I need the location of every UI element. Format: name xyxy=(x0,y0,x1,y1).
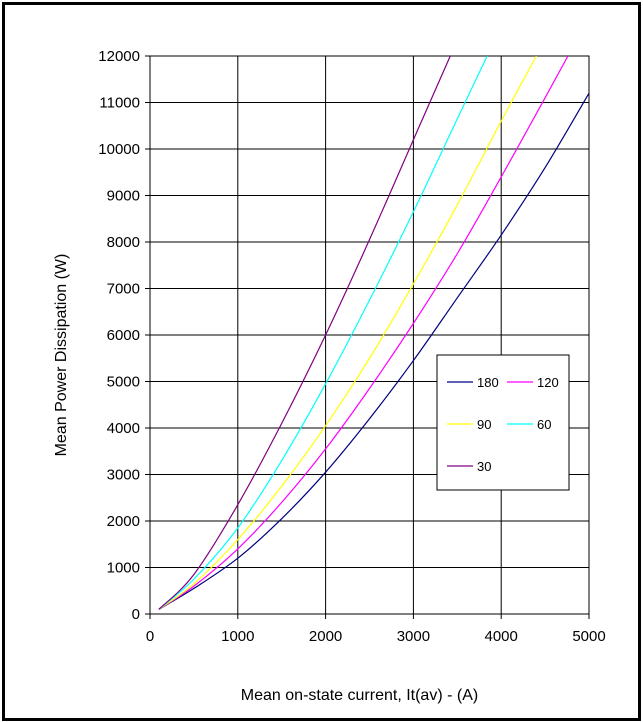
x-tick-label: 3000 xyxy=(397,628,430,645)
series-line-180 xyxy=(158,92,589,610)
series-line-60 xyxy=(158,56,488,610)
series-line-120 xyxy=(158,56,569,610)
y-tick-label: 8000 xyxy=(107,234,140,251)
legend-box xyxy=(436,354,570,491)
series-line-90 xyxy=(158,56,537,610)
x-tick-label: 5000 xyxy=(572,628,605,645)
x-tick-label: 4000 xyxy=(485,628,518,645)
y-axis-title: Mean Power Dissipation (W) xyxy=(53,254,70,457)
legend-label-180: 180 xyxy=(477,375,499,390)
x-tick-label: 1000 xyxy=(221,628,254,645)
y-tick-label: 0 xyxy=(132,606,140,623)
y-tick-label: 4000 xyxy=(107,420,140,437)
y-tick-label: 1000 xyxy=(107,560,140,577)
series-line-30 xyxy=(158,56,451,610)
y-tick-label: 3000 xyxy=(107,467,140,484)
y-tick-label: 10000 xyxy=(98,141,140,158)
legend-label-90: 90 xyxy=(477,417,491,432)
y-tick-label: 2000 xyxy=(107,513,140,530)
x-tick-label: 0 xyxy=(146,628,154,645)
y-tick-label: 6000 xyxy=(107,327,140,344)
y-tick-label: 5000 xyxy=(107,374,140,391)
legend-label-120: 120 xyxy=(537,375,559,390)
legend-label-60: 60 xyxy=(537,417,551,432)
y-tick-label: 11000 xyxy=(99,95,140,112)
y-tick-label: 9000 xyxy=(107,188,140,205)
y-tick-label: 7000 xyxy=(107,281,140,298)
y-tick-label: 12000 xyxy=(98,48,140,65)
x-tick-label: 2000 xyxy=(309,628,342,645)
x-axis-title: Mean on-state current, It(av) - (A) xyxy=(241,687,478,704)
legend-label-30: 30 xyxy=(477,459,491,474)
